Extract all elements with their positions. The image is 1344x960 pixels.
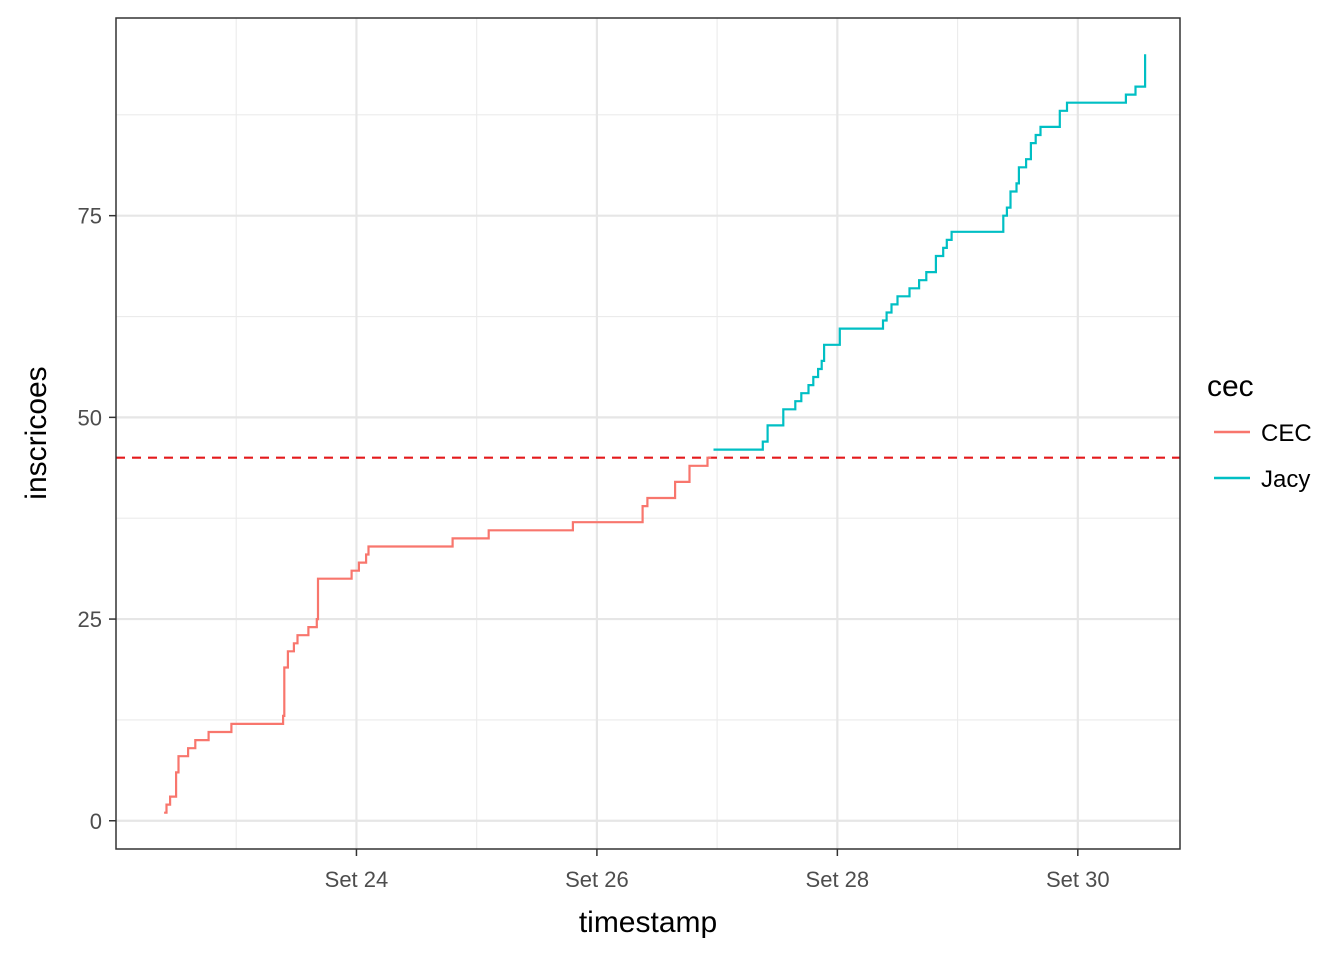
series-line-jacy [713,54,1147,451]
y-tick-label: 25 [78,607,102,632]
x-tick-label: Set 28 [806,867,870,892]
legend-label-cec: CEC [1261,420,1312,447]
legend-title: cec [1207,370,1254,403]
y-tick-label: 50 [78,405,102,430]
series-layer [164,54,1147,814]
legend-label-jacy: Jacy [1261,466,1310,493]
series-line-cec [164,456,712,814]
panel-border [115,17,1181,850]
legend: cec CEC Jacy [1207,370,1312,493]
x-tick-label: Set 24 [325,867,389,892]
y-tick-label: 75 [78,204,102,229]
x-axis-title: timestamp [579,906,717,939]
y-axis-title: inscricoes [20,366,53,499]
panel-background [116,18,1180,849]
major-gridlines [116,18,1180,849]
y-tick-label: 0 [90,809,102,834]
x-axis: Set 24 Set 26 Set 28 Set 30 [325,849,1110,892]
x-tick-label: Set 26 [565,867,629,892]
y-axis: 0 25 50 75 [78,204,116,834]
minor-gridlines [116,18,1180,849]
x-tick-label: Set 30 [1046,867,1110,892]
